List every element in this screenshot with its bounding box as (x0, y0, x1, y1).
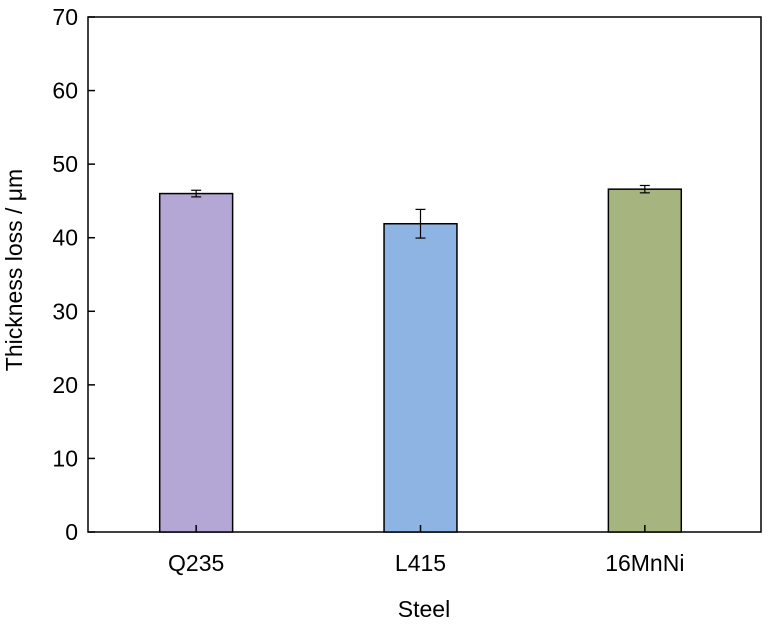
x-tick-label: 16MnNi (605, 550, 684, 576)
bars (158, 184, 683, 533)
y-tick-label: 40 (52, 225, 78, 251)
y-tick-label: 30 (52, 298, 78, 324)
bar (158, 192, 234, 533)
y-tick-label: 0 (65, 519, 78, 545)
y-tick-label: 50 (52, 151, 78, 177)
y-tick-label: 70 (52, 4, 78, 30)
y-axis-label: Thickness loss / μm (1, 169, 27, 371)
y-tick-label: 10 (52, 445, 78, 471)
y-tick-label: 60 (52, 78, 78, 104)
x-axis-tick-labels: Q235 L415 16MnNi (168, 525, 684, 576)
x-axis-label: Steel (398, 596, 450, 622)
y-axis-ticks: 0 10 20 30 40 50 60 70 (52, 4, 95, 545)
x-tick-label: L415 (395, 550, 446, 576)
x-tick-label: Q235 (168, 550, 224, 576)
y-tick-label: 20 (52, 372, 78, 398)
bar (607, 188, 683, 533)
bar (383, 222, 458, 533)
